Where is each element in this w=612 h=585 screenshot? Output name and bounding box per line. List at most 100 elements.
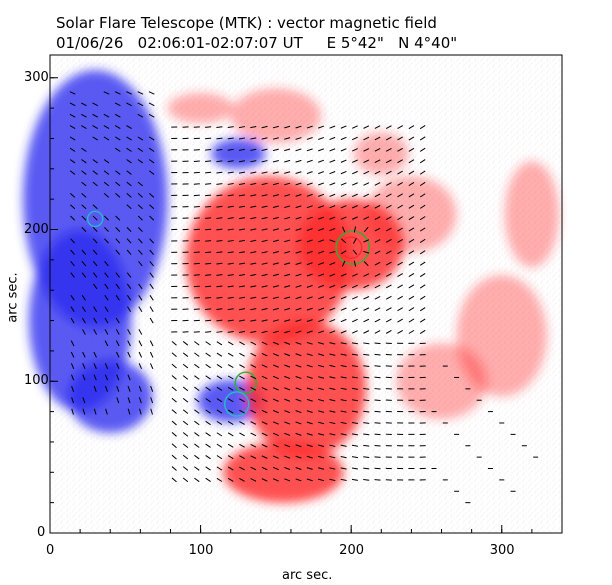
field-vector xyxy=(127,408,131,415)
axis-ticks xyxy=(49,77,563,534)
field-vector xyxy=(408,307,415,312)
field-vector xyxy=(115,170,121,175)
field-vector xyxy=(227,409,234,414)
field-vector xyxy=(329,353,336,356)
field-vector xyxy=(295,319,302,322)
field-vector xyxy=(352,193,358,198)
field-vector xyxy=(340,307,347,311)
field-vector xyxy=(126,170,132,175)
field-vector xyxy=(306,421,313,425)
field-vector xyxy=(216,455,223,460)
field-vector xyxy=(295,273,302,277)
field-vector xyxy=(385,239,392,243)
field-vector xyxy=(149,238,155,244)
field-vector xyxy=(126,272,132,278)
field-vector xyxy=(363,330,370,334)
field-vector xyxy=(81,215,87,221)
positive-polarity-region xyxy=(504,161,559,268)
field-vector xyxy=(171,409,177,414)
field-vector xyxy=(182,386,189,392)
field-vector xyxy=(81,317,86,324)
field-vector xyxy=(295,250,302,254)
field-vector xyxy=(148,136,155,141)
field-vector xyxy=(353,260,357,267)
field-vector xyxy=(205,262,212,265)
field-vector xyxy=(284,466,291,471)
field-vector xyxy=(182,363,189,369)
field-vector xyxy=(205,432,211,437)
field-vector xyxy=(115,272,120,278)
field-vector xyxy=(261,364,268,368)
field-vector xyxy=(250,466,257,471)
field-vector xyxy=(306,125,313,129)
field-vector xyxy=(227,466,234,471)
field-vector xyxy=(250,443,257,448)
field-vector xyxy=(171,363,177,369)
field-vector xyxy=(103,113,110,118)
field-vector xyxy=(250,352,257,357)
y-tick-label: 0 xyxy=(37,525,46,540)
field-vector xyxy=(272,262,279,265)
field-vector xyxy=(115,295,120,301)
x-tick-label: 200 xyxy=(339,543,364,558)
field-vector xyxy=(397,318,403,323)
field-vector xyxy=(227,341,234,346)
field-vector xyxy=(127,374,131,381)
field-vector xyxy=(306,410,313,413)
field-vector xyxy=(250,364,257,368)
field-vector xyxy=(272,182,279,186)
field-vector xyxy=(82,397,86,404)
field-vector xyxy=(363,136,370,141)
field-vector xyxy=(408,193,415,198)
field-vector xyxy=(250,319,257,322)
field-vector xyxy=(363,444,370,447)
field-vector xyxy=(306,433,313,436)
field-vector xyxy=(284,319,291,322)
field-vector xyxy=(295,455,302,459)
field-vector xyxy=(250,273,257,277)
field-vector xyxy=(171,340,177,346)
field-vector xyxy=(329,251,336,254)
field-vector xyxy=(261,205,268,208)
field-vector xyxy=(419,272,426,278)
field-vector xyxy=(216,477,223,482)
field-vector xyxy=(374,353,381,356)
field-vector xyxy=(216,331,223,333)
field-vector xyxy=(81,249,87,255)
field-vector xyxy=(385,227,392,232)
field-vector xyxy=(374,250,381,255)
field-vector xyxy=(250,251,257,254)
field-vector xyxy=(419,284,426,289)
field-vector xyxy=(318,273,325,277)
field-vector xyxy=(419,295,426,300)
field-vector xyxy=(70,317,75,324)
field-vector xyxy=(306,182,313,186)
field-vector xyxy=(205,466,211,471)
field-vector xyxy=(81,113,87,118)
field-vector xyxy=(261,125,268,129)
field-vector xyxy=(227,319,234,322)
field-vector xyxy=(419,125,426,130)
field-vector xyxy=(318,171,325,175)
field-vector xyxy=(137,113,144,118)
field-vector xyxy=(194,420,200,426)
field-vector xyxy=(272,251,279,254)
field-vector xyxy=(137,204,143,210)
field-vector xyxy=(205,308,212,310)
field-vector xyxy=(70,261,75,267)
field-vector xyxy=(205,228,212,231)
field-vector xyxy=(216,160,223,163)
field-vector xyxy=(397,136,403,141)
field-vector xyxy=(419,261,426,266)
field-vector xyxy=(329,318,336,323)
field-vector xyxy=(351,342,358,345)
field-vector xyxy=(272,307,279,311)
field-vector xyxy=(341,260,346,267)
field-vector xyxy=(149,340,154,347)
field-vector xyxy=(261,160,268,163)
field-vector xyxy=(306,239,313,243)
field-vector xyxy=(261,137,268,140)
field-vector xyxy=(137,227,143,233)
negative-polarity-region xyxy=(211,138,266,169)
